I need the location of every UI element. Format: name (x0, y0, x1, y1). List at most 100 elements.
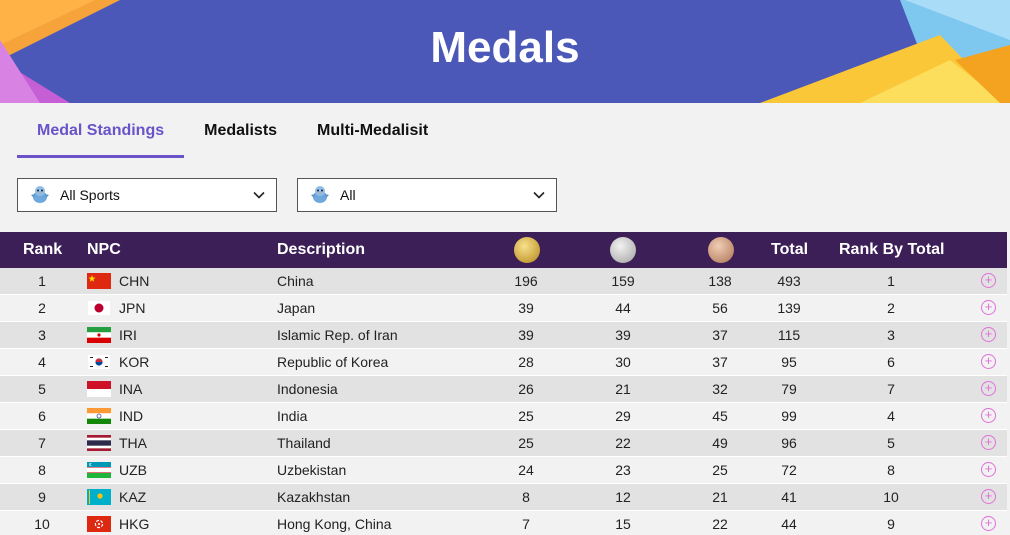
expand-row-icon[interactable]: + (981, 408, 996, 423)
npc-code: THA (119, 435, 147, 451)
gold-count: 39 (518, 300, 534, 316)
expand-row-icon[interactable]: + (981, 300, 996, 315)
rank-cell: 2 (38, 300, 46, 316)
header-total: Total (771, 241, 809, 258)
expand-row-icon[interactable]: + (981, 381, 996, 396)
expand-row-icon[interactable]: + (981, 327, 996, 342)
silver-medal-icon (610, 237, 636, 263)
mascot-icon (311, 186, 329, 203)
table-row[interactable]: 6 IND India 25 29 45 99 4 + (0, 403, 1007, 430)
gold-count: 25 (518, 408, 534, 424)
silver-count: 39 (615, 327, 631, 343)
gold-medal-icon (514, 237, 540, 263)
table-row[interactable]: 1 CHN China 196 159 138 493 1 + (0, 268, 1007, 295)
expand-row-icon[interactable]: + (981, 354, 996, 369)
country-name: India (277, 408, 308, 424)
gold-count: 28 (518, 354, 534, 370)
country-name: China (277, 273, 314, 289)
silver-count: 12 (615, 489, 631, 505)
thailand-flag-icon (87, 435, 111, 451)
rank-by-total-cell: 1 (887, 273, 895, 289)
scope-select-value: All (340, 187, 356, 203)
expand-row-icon[interactable]: + (981, 435, 996, 450)
korea-flag-icon (87, 354, 111, 370)
scope-select[interactable]: All (297, 178, 557, 212)
country-name: Republic of Korea (277, 354, 389, 370)
country-name: Islamic Rep. of Iran (277, 327, 398, 343)
table-header: Rank NPC Description Total Rank By Total (0, 232, 1007, 268)
table-row[interactable]: 3 IRI Islamic Rep. of Iran 39 39 37 115 … (0, 322, 1007, 349)
sport-select[interactable]: All Sports (17, 178, 277, 212)
bronze-count: 21 (712, 489, 728, 505)
rank-by-total-cell: 6 (887, 354, 895, 370)
table-row[interactable]: 2 JPN Japan 39 44 56 139 2 + (0, 295, 1007, 322)
tab-medalists[interactable]: Medalists (204, 122, 278, 139)
page-title: Medals (430, 23, 580, 72)
rank-cell: 7 (38, 435, 46, 451)
gold-count: 8 (522, 489, 530, 505)
rank-by-total-cell: 5 (887, 435, 895, 451)
country-name: Hong Kong, China (277, 516, 392, 532)
expand-row-icon[interactable]: + (981, 273, 996, 288)
npc-code: IRI (119, 327, 137, 343)
npc-code: KAZ (119, 489, 147, 505)
rank-by-total-cell: 9 (887, 516, 895, 532)
banner-decoration (0, 0, 1010, 103)
expand-row-icon[interactable]: + (981, 489, 996, 504)
uzbekistan-flag-icon (87, 462, 111, 478)
indonesia-flag-icon (87, 381, 111, 397)
total-count: 72 (781, 462, 797, 478)
table-row[interactable]: 9 KAZ Kazakhstan 8 12 21 41 10 + (0, 484, 1007, 511)
gold-count: 196 (514, 273, 538, 289)
silver-count: 159 (611, 273, 635, 289)
table-row[interactable]: 10 HKG Hong Kong, China 7 15 22 44 9 + (0, 511, 1007, 535)
rank-cell: 10 (34, 516, 50, 532)
bronze-count: 138 (708, 273, 732, 289)
rank-by-total-cell: 3 (887, 327, 895, 343)
sport-select-value: All Sports (60, 187, 120, 203)
npc-code: CHN (119, 273, 150, 289)
gold-count: 7 (522, 516, 530, 532)
silver-count: 22 (615, 435, 631, 451)
total-count: 44 (781, 516, 797, 532)
rank-by-total-cell: 2 (887, 300, 895, 316)
gold-count: 25 (518, 435, 534, 451)
rank-by-total-cell: 8 (887, 462, 895, 478)
tab-multi-medalist[interactable]: Multi-Medalisit (317, 122, 429, 139)
table-row[interactable]: 7 THA Thailand 25 22 49 96 5 + (0, 430, 1007, 457)
total-count: 41 (781, 489, 797, 505)
country-name: Uzbekistan (277, 462, 347, 478)
bronze-count: 56 (712, 300, 728, 316)
bronze-count: 22 (712, 516, 728, 532)
header-npc: NPC (87, 241, 121, 258)
tab-medal-standings[interactable]: Medal Standings (17, 103, 185, 158)
chevron-down-icon (533, 191, 545, 199)
japan-flag-icon (87, 300, 111, 316)
total-count: 79 (781, 381, 797, 397)
silver-count: 21 (615, 381, 631, 397)
rank-cell: 4 (38, 354, 46, 370)
expand-row-icon[interactable]: + (981, 516, 996, 531)
header-rank-by-total: Rank By Total (839, 241, 945, 258)
table-row[interactable]: 4 KOR Republic of Korea 28 30 37 95 6 + (0, 349, 1007, 376)
rank-by-total-cell: 4 (887, 408, 895, 424)
total-count: 96 (781, 435, 797, 451)
silver-count: 29 (615, 408, 631, 424)
bronze-medal-icon (708, 237, 734, 263)
bronze-count: 37 (712, 354, 728, 370)
npc-code: INA (119, 381, 143, 397)
rank-cell: 1 (38, 273, 46, 289)
chevron-down-icon (253, 191, 265, 199)
expand-row-icon[interactable]: + (981, 462, 996, 477)
mascot-icon (31, 186, 49, 203)
country-name: Indonesia (277, 381, 338, 397)
silver-count: 23 (615, 462, 631, 478)
gold-count: 26 (518, 381, 534, 397)
india-flag-icon (87, 408, 111, 424)
table-row[interactable]: 8 UZB Uzbekistan 24 23 25 72 8 + (0, 457, 1007, 484)
total-count: 99 (781, 408, 797, 424)
rank-cell: 3 (38, 327, 46, 343)
table-row[interactable]: 5 INA Indonesia 26 21 32 79 7 + (0, 376, 1007, 403)
npc-code: JPN (119, 300, 146, 316)
china-flag-icon (87, 273, 111, 289)
